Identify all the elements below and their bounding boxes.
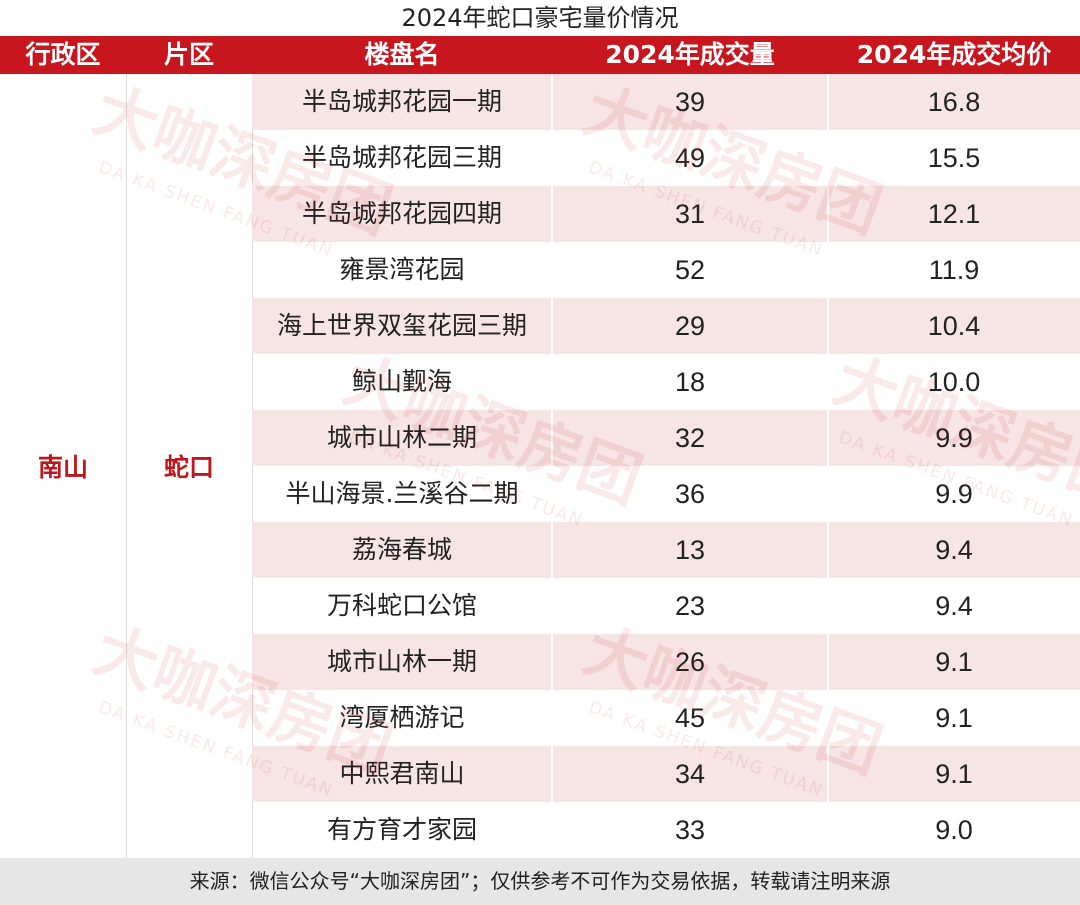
cell-separator	[827, 522, 829, 578]
price-cell: 11.9	[928, 255, 980, 285]
project-name-cell: 鲸山觐海	[351, 367, 452, 396]
project-name-cell: 荔海春城	[351, 535, 452, 564]
project-name-cell: 半山海景.兰溪谷二期	[285, 479, 519, 508]
price-cell: 9.1	[935, 759, 973, 789]
price-cell: 15.5	[927, 143, 981, 173]
volume-cell: 29	[674, 311, 706, 341]
cell-separator	[551, 354, 553, 410]
table-row: 有方育才家园 33 9.0	[252, 802, 1080, 858]
cell-separator	[827, 466, 829, 522]
cell-separator	[551, 746, 553, 802]
volume-cell: 49	[674, 143, 706, 173]
table-row: 鲸山觐海 18 10.0	[252, 354, 1080, 410]
cell-separator	[551, 186, 553, 242]
cell-separator	[827, 634, 829, 690]
volume-cell: 52	[674, 255, 706, 285]
volume-cell: 36	[674, 479, 706, 509]
price-cell: 10.4	[927, 311, 981, 341]
cell-separator	[827, 410, 829, 466]
project-name-cell: 城市山林一期	[326, 647, 477, 676]
volume-cell: 34	[674, 759, 706, 789]
district-cell: 南山	[0, 74, 126, 858]
cell-separator	[551, 74, 553, 130]
price-cell: 9.9	[935, 479, 973, 509]
project-name-cell: 海上世界双玺花园三期	[276, 311, 527, 340]
table-row: 荔海春城 13 9.4	[252, 522, 1080, 578]
header-project: 楼盘名	[364, 40, 440, 69]
cell-separator	[827, 130, 829, 186]
cell-separator	[827, 74, 829, 130]
volume-cell: 45	[674, 703, 706, 733]
cell-separator	[551, 130, 553, 186]
cell-separator	[827, 690, 829, 746]
source-note: 来源：微信公众号“大咖深房团”；仅供参考不可作为交易依据，转载请注明来源	[0, 858, 1080, 905]
project-name-cell: 城市山林二期	[326, 423, 477, 452]
cell-separator	[827, 746, 829, 802]
volume-cell: 26	[674, 647, 706, 677]
cell-separator	[551, 522, 553, 578]
table-title: 2024年蛇口豪宅量价情况	[401, 4, 679, 32]
cell-separator	[551, 802, 553, 858]
price-cell: 10.0	[927, 367, 981, 397]
cell-separator	[827, 242, 829, 298]
project-name-cell: 半岛城邦花园四期	[301, 199, 502, 228]
price-cell: 9.4	[935, 535, 973, 565]
volume-cell: 13	[674, 535, 706, 565]
price-cell: 9.0	[935, 815, 973, 845]
project-name-cell: 雍景湾花园	[339, 255, 465, 284]
table-row: 半岛城邦花园四期 31 12.1	[252, 186, 1080, 242]
volume-cell: 33	[674, 815, 706, 845]
table-row: 雍景湾花园 52 11.9	[252, 242, 1080, 298]
cell-separator	[551, 242, 553, 298]
cell-separator	[827, 298, 829, 354]
price-cell: 9.4	[935, 591, 973, 621]
cell-separator	[551, 690, 553, 746]
table-row: 湾厦栖游记 45 9.1	[252, 690, 1080, 746]
table-header: 行政区 片区 楼盘名 2024年成交量 2024年成交均价	[0, 36, 1080, 74]
project-name-cell: 半岛城邦花园一期	[301, 87, 502, 116]
table-row: 海上世界双玺花园三期 29 10.4	[252, 298, 1080, 354]
cell-separator	[551, 298, 553, 354]
table-row: 城市山林一期 26 9.1	[252, 634, 1080, 690]
table-row: 半岛城邦花园三期 49 15.5	[252, 130, 1080, 186]
table-row: 中熙君南山 34 9.1	[252, 746, 1080, 802]
price-cell: 9.1	[935, 647, 973, 677]
volume-cell: 18	[674, 367, 706, 397]
price-cell: 16.8	[927, 87, 981, 117]
project-name-cell: 万科蛇口公馆	[326, 591, 477, 620]
volume-cell: 32	[674, 423, 706, 453]
table-row: 半山海景.兰溪谷二期 36 9.9	[252, 466, 1080, 522]
column-divider	[126, 74, 127, 858]
cell-separator	[551, 634, 553, 690]
cell-separator	[551, 466, 553, 522]
cell-separator	[827, 578, 829, 634]
project-name-cell: 湾厦栖游记	[339, 703, 465, 732]
project-name-cell: 有方育才家园	[326, 815, 477, 844]
area-cell: 蛇口	[126, 74, 252, 858]
header-area: 片区	[163, 40, 214, 69]
header-volume: 2024年成交量	[605, 40, 775, 69]
table-row: 城市山林二期 32 9.9	[252, 410, 1080, 466]
cell-separator	[551, 410, 553, 466]
price-cell: 9.1	[935, 703, 973, 733]
project-name-cell: 半岛城邦花园三期	[301, 143, 502, 172]
cell-separator	[827, 802, 829, 858]
table-row: 半岛城邦花园一期 39 16.8	[252, 74, 1080, 130]
cell-separator	[827, 186, 829, 242]
volume-cell: 23	[674, 591, 706, 621]
volume-cell: 31	[674, 199, 706, 229]
price-cell: 12.1	[927, 199, 981, 229]
project-name-cell: 中熙君南山	[339, 759, 465, 788]
header-district: 行政区	[25, 40, 101, 69]
cell-separator	[551, 578, 553, 634]
price-cell: 9.9	[935, 423, 973, 453]
table-row: 万科蛇口公馆 23 9.4	[252, 578, 1080, 634]
volume-cell: 39	[674, 87, 706, 117]
header-price: 2024年成交均价	[856, 40, 1052, 69]
cell-separator	[827, 354, 829, 410]
column-divider	[252, 74, 253, 858]
